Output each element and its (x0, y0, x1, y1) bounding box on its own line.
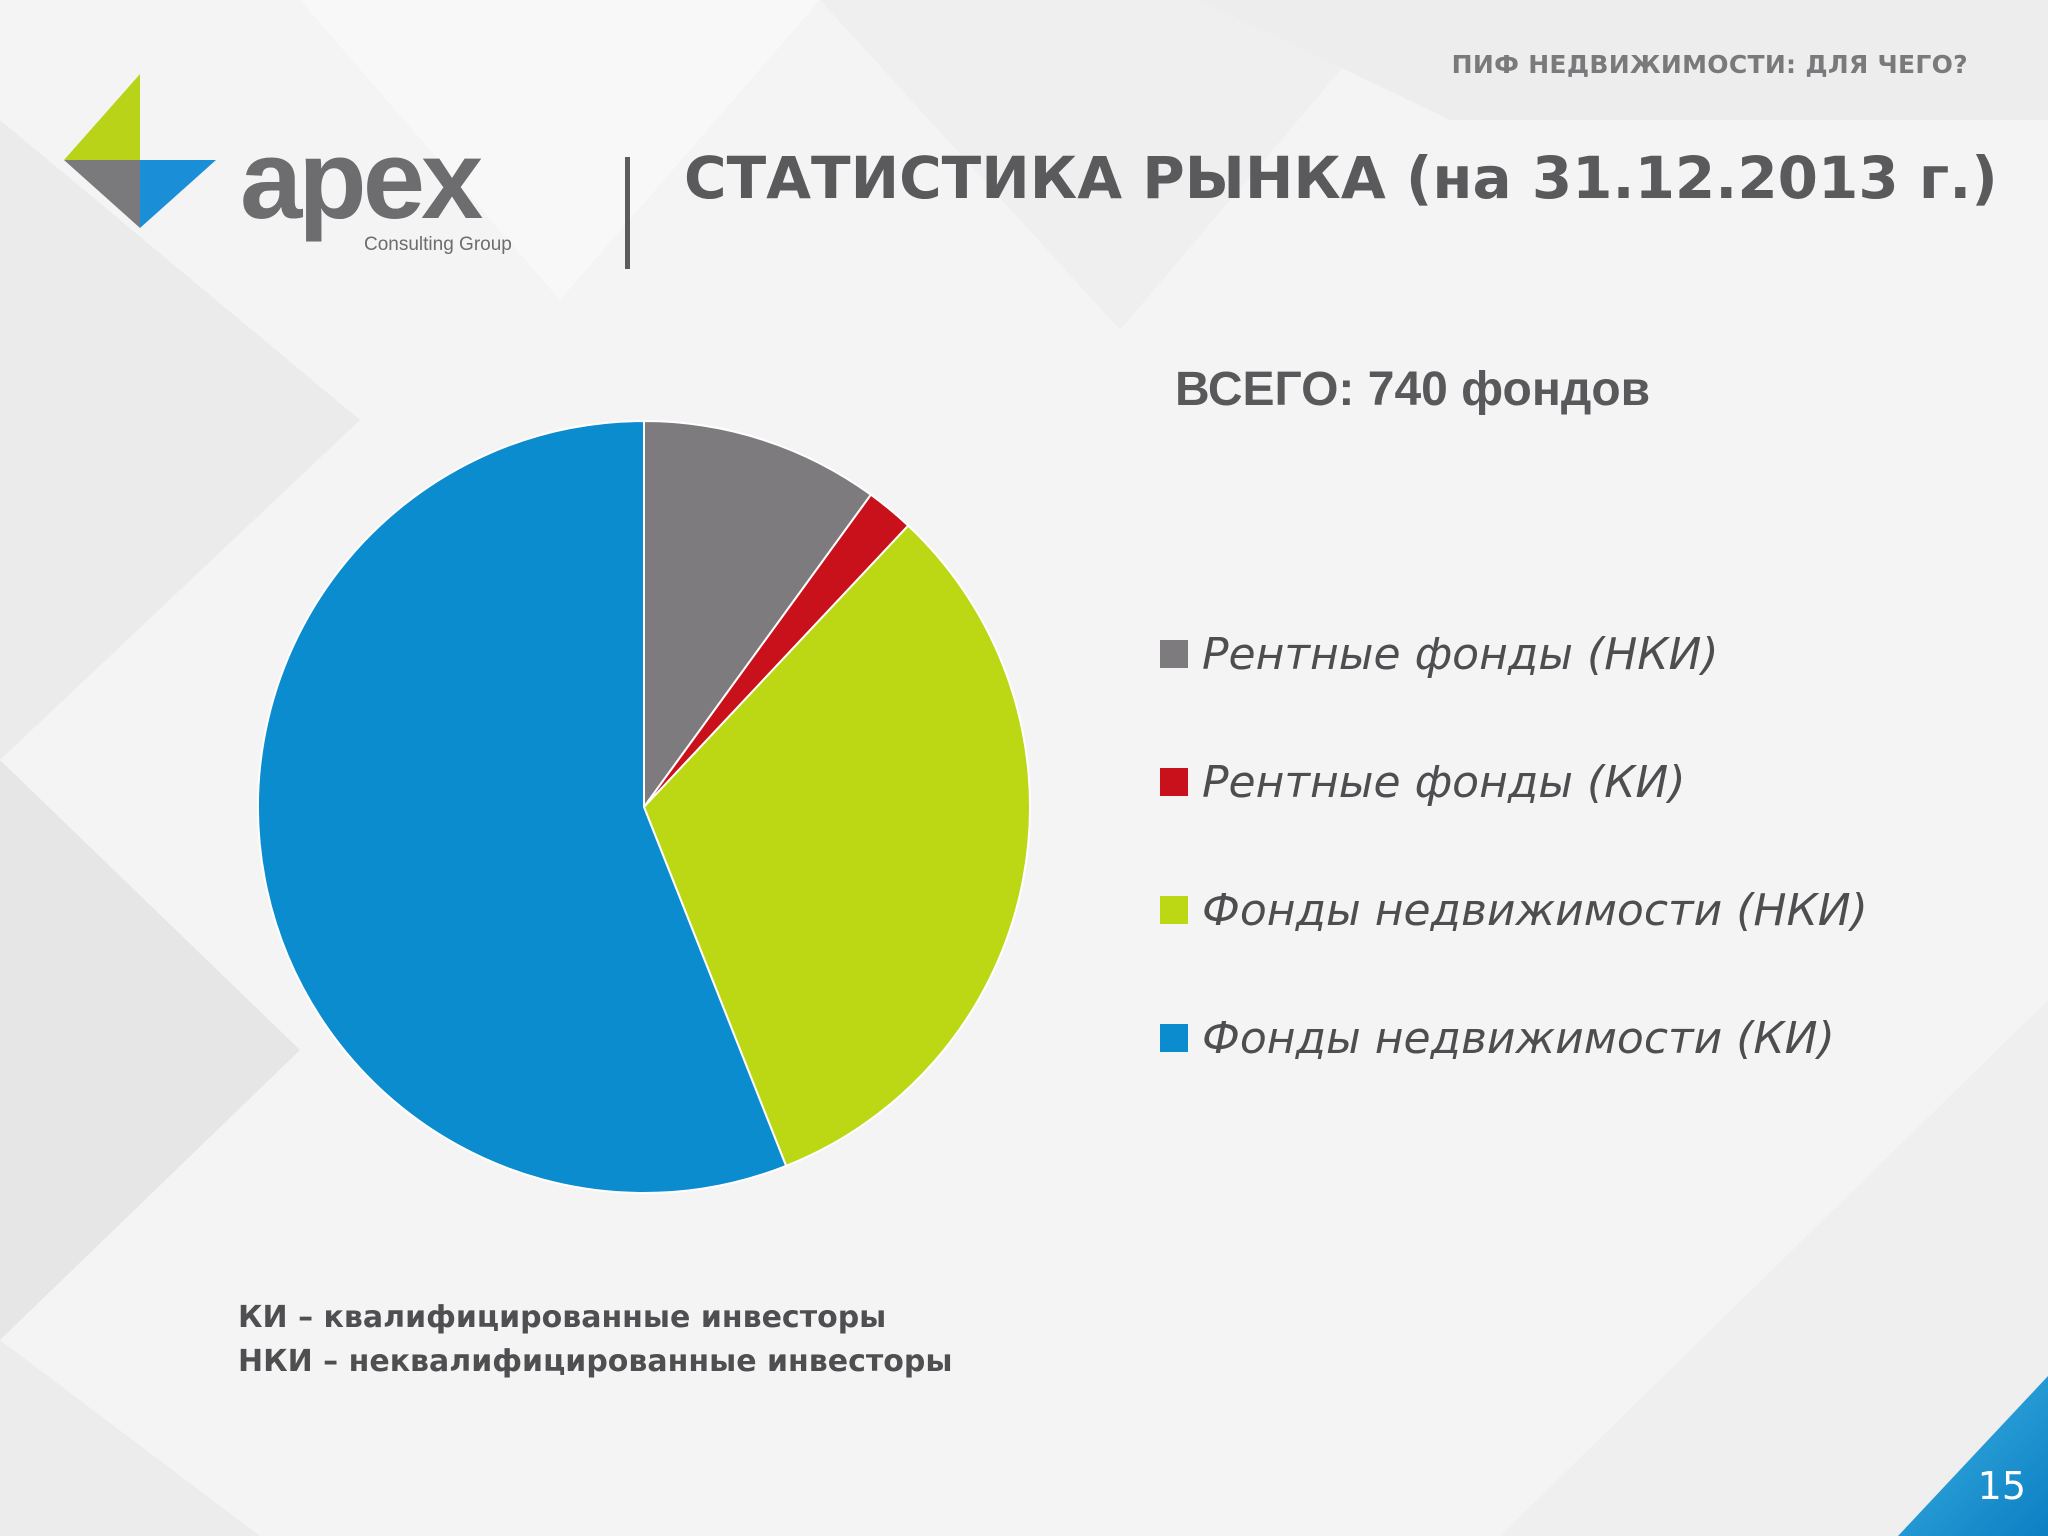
legend-item-2: Рентные фонды (КИ) (1160, 718, 1868, 846)
chart-title: ВСЕГО: 740 фондов (1175, 363, 1651, 416)
logo-tagline: Consulting Group (364, 234, 512, 255)
apex-logo: apex Consulting Group (64, 74, 512, 255)
logo-wordmark: apex (240, 117, 483, 242)
pie-slice-3 (642, 524, 1031, 1168)
page-number: 15 (1977, 1464, 2026, 1508)
legend-item-3: Фонды недвижимости (НКИ) (1160, 846, 1868, 974)
legend-item-1: Рентные фонды (НКИ) (1160, 590, 1868, 718)
abbreviation-notes: КИ – квалифицированные инвесторы НКИ – н… (238, 1296, 952, 1384)
section-label: ПИФ НЕДВИЖИМОСТИ: ДЛЯ ЧЕГО? (1451, 50, 1968, 79)
legend-swatch (1160, 1024, 1188, 1052)
legend-item-4: Фонды недвижимости (КИ) (1160, 974, 1868, 1102)
legend-swatch (1160, 640, 1188, 668)
pie-slice-4 (256, 419, 788, 1194)
legend-label: Фонды недвижимости (КИ) (1202, 1012, 1835, 1064)
pie-slice-1 (643, 419, 873, 811)
legend-label: Фонды недвижимости (НКИ) (1202, 884, 1868, 936)
legend-swatch (1160, 896, 1188, 924)
note-nki: НКИ – неквалифицированные инвесторы (238, 1344, 953, 1379)
legend-swatch (1160, 768, 1188, 796)
legend-label: Рентные фонды (НКИ) (1202, 628, 1719, 680)
title-divider (625, 157, 630, 269)
slide-title: СТАТИСТИКА РЫНКА (на 31.12.2013 г.) (684, 144, 1998, 212)
note-ki: КИ – квалифицированные инвесторы (238, 1300, 887, 1335)
legend-label: Рентные фонды (КИ) (1202, 756, 1686, 808)
chart-legend: Рентные фонды (НКИ) Рентные фонды (КИ) Фон… (1160, 590, 1868, 1102)
